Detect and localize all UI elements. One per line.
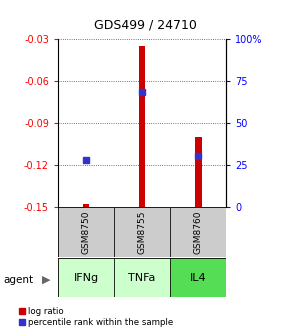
Bar: [83, 204, 89, 207]
Bar: [139, 46, 146, 207]
FancyBboxPatch shape: [58, 207, 114, 257]
Text: TNFa: TNFa: [128, 272, 156, 283]
Bar: [195, 137, 202, 207]
FancyBboxPatch shape: [114, 207, 170, 257]
FancyBboxPatch shape: [170, 207, 226, 257]
FancyBboxPatch shape: [58, 258, 114, 297]
Text: agent: agent: [3, 275, 33, 285]
Legend: log ratio, percentile rank within the sample: log ratio, percentile rank within the sa…: [19, 307, 173, 327]
Text: IFNg: IFNg: [73, 272, 99, 283]
Text: ▶: ▶: [42, 275, 50, 285]
Text: GSM8750: GSM8750: [81, 210, 90, 254]
Text: GSM8760: GSM8760: [194, 210, 203, 254]
FancyBboxPatch shape: [170, 258, 226, 297]
FancyBboxPatch shape: [114, 258, 170, 297]
Text: IL4: IL4: [190, 272, 206, 283]
Text: GDS499 / 24710: GDS499 / 24710: [94, 18, 196, 32]
Text: GSM8755: GSM8755: [137, 210, 147, 254]
